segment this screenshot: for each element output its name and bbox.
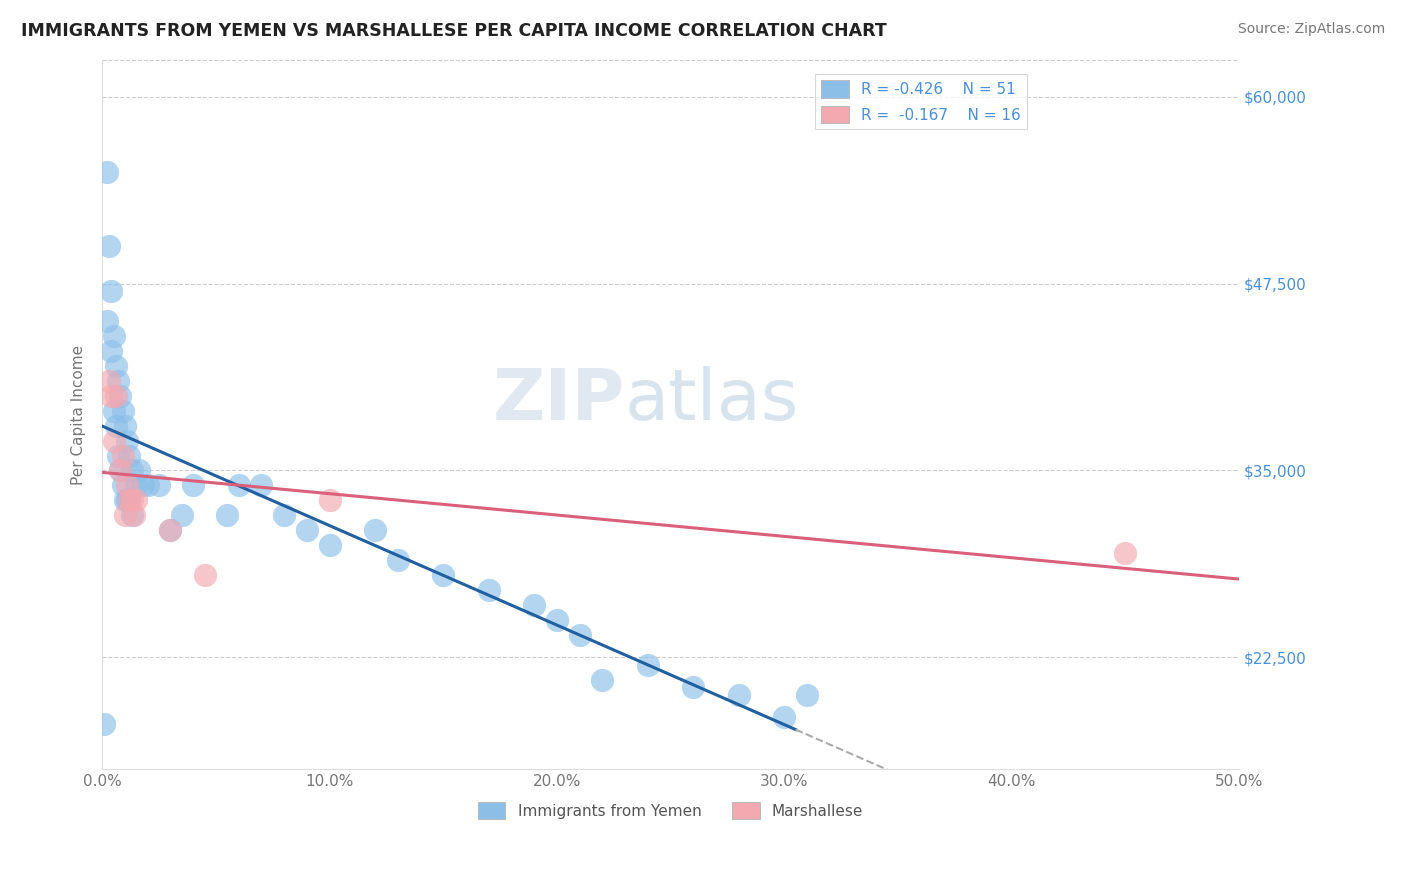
Point xyxy=(478,582,501,597)
Point xyxy=(228,478,250,492)
Point xyxy=(96,164,118,178)
Point xyxy=(546,613,568,627)
Point xyxy=(100,343,122,358)
Point xyxy=(125,493,148,508)
Point xyxy=(110,389,132,403)
Point xyxy=(364,523,387,537)
Point xyxy=(170,508,193,523)
Point xyxy=(114,418,136,433)
Point xyxy=(111,478,134,492)
Legend: Immigrants from Yemen, Marshallese: Immigrants from Yemen, Marshallese xyxy=(472,796,869,825)
Point xyxy=(132,478,155,492)
Point xyxy=(295,523,318,537)
Point xyxy=(796,688,818,702)
Point xyxy=(432,568,454,582)
Point xyxy=(100,284,122,298)
Point xyxy=(568,628,591,642)
Point xyxy=(318,538,340,552)
Point xyxy=(103,329,125,343)
Point xyxy=(122,508,145,523)
Point xyxy=(591,673,613,687)
Text: ZIP: ZIP xyxy=(494,366,626,434)
Point xyxy=(136,478,159,492)
Point xyxy=(125,478,148,492)
Point xyxy=(121,463,143,477)
Point xyxy=(217,508,239,523)
Y-axis label: Per Capita Income: Per Capita Income xyxy=(72,344,86,484)
Point xyxy=(250,478,273,492)
Text: atlas: atlas xyxy=(626,366,800,434)
Point xyxy=(104,359,127,373)
Point xyxy=(114,493,136,508)
Point xyxy=(387,553,409,567)
Point xyxy=(110,463,132,477)
Point xyxy=(110,463,132,477)
Point xyxy=(637,657,659,672)
Point xyxy=(104,389,127,403)
Point xyxy=(159,523,181,537)
Point xyxy=(273,508,295,523)
Point xyxy=(115,434,138,448)
Point xyxy=(100,389,122,403)
Point xyxy=(121,508,143,523)
Point xyxy=(118,493,141,508)
Point xyxy=(111,403,134,417)
Point xyxy=(159,523,181,537)
Point xyxy=(98,374,121,388)
Point xyxy=(128,463,150,477)
Point xyxy=(115,478,138,492)
Text: IMMIGRANTS FROM YEMEN VS MARSHALLESE PER CAPITA INCOME CORRELATION CHART: IMMIGRANTS FROM YEMEN VS MARSHALLESE PER… xyxy=(21,22,887,40)
Point xyxy=(773,710,796,724)
Point xyxy=(96,314,118,328)
Point xyxy=(148,478,170,492)
Point xyxy=(118,493,141,508)
Point xyxy=(98,239,121,253)
Point xyxy=(318,493,340,508)
Point xyxy=(523,598,546,612)
Point xyxy=(107,449,129,463)
Point xyxy=(1114,546,1136,560)
Point xyxy=(111,449,134,463)
Point xyxy=(727,688,749,702)
Point xyxy=(193,568,215,582)
Point xyxy=(114,508,136,523)
Point xyxy=(682,680,704,694)
Point xyxy=(115,493,138,508)
Point xyxy=(104,418,127,433)
Point xyxy=(93,717,115,731)
Point xyxy=(103,434,125,448)
Point xyxy=(118,449,141,463)
Point xyxy=(107,374,129,388)
Point xyxy=(103,403,125,417)
Point xyxy=(121,493,143,508)
Point xyxy=(181,478,204,492)
Text: Source: ZipAtlas.com: Source: ZipAtlas.com xyxy=(1237,22,1385,37)
